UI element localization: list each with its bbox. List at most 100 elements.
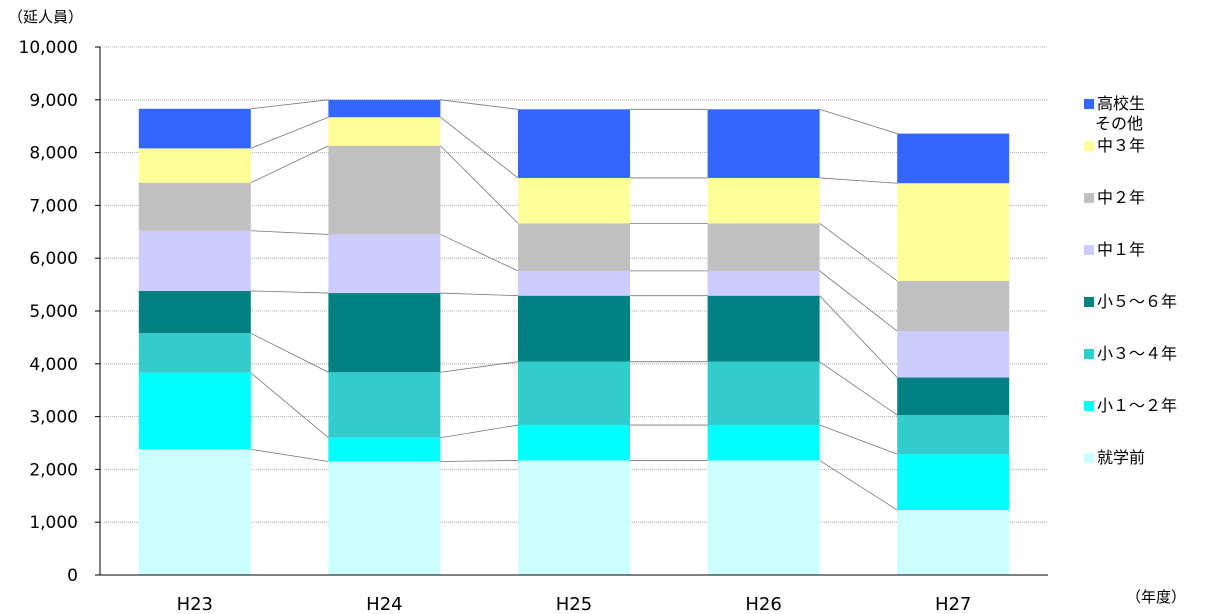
bar-segment xyxy=(328,372,441,438)
connector-line xyxy=(250,145,329,184)
connector-line xyxy=(819,223,898,282)
bar-segment xyxy=(897,454,1010,511)
y-tick-label: 10,000 xyxy=(19,38,78,58)
connector-line xyxy=(819,361,898,416)
bar-segment xyxy=(138,372,251,450)
legend-label: 小５～６年 xyxy=(1097,292,1178,311)
bar-segment xyxy=(328,117,441,146)
legend-swatch xyxy=(1084,245,1094,255)
connector-line xyxy=(250,448,329,462)
bar-segment xyxy=(897,280,1010,332)
connector-line xyxy=(819,424,898,455)
y-tick-label: 0 xyxy=(67,566,78,586)
bar-segment xyxy=(897,331,1010,378)
connector-line xyxy=(819,108,898,134)
bar-segment xyxy=(897,510,1010,575)
legend-item: 高校生 その他 xyxy=(1084,94,1145,134)
bar-segment xyxy=(518,361,630,426)
bar-segment xyxy=(138,182,251,231)
legend-swatch xyxy=(1084,453,1094,463)
connector-line xyxy=(440,145,519,224)
bar-segment xyxy=(518,109,630,178)
bar-segment xyxy=(138,230,251,291)
legend-item: 中１年 xyxy=(1084,240,1145,260)
legend-swatch xyxy=(1084,297,1094,307)
bar-segment xyxy=(518,295,630,362)
legend-item: 中２年 xyxy=(1084,188,1145,208)
bar-segment xyxy=(328,293,441,373)
connector-line xyxy=(250,332,329,373)
bar-segment xyxy=(707,460,820,575)
legend-swatch xyxy=(1084,349,1094,359)
connector-line xyxy=(440,234,519,272)
bar-segment xyxy=(897,183,1010,281)
y-tick-label: 3,000 xyxy=(29,408,78,428)
bar-segment xyxy=(138,290,251,334)
x-tick-label: H27 xyxy=(935,594,971,614)
connector-line xyxy=(250,99,329,110)
x-tick-labels: H23 H24 H25 H26 H27 xyxy=(177,594,972,614)
bar-segment xyxy=(518,460,630,575)
legend-label: 高校生 その他 xyxy=(1095,94,1146,133)
bar-segment xyxy=(707,109,820,178)
y-tick-label: 4,000 xyxy=(29,355,78,375)
bar-segment xyxy=(518,177,630,224)
legend-item: 小１～２年 xyxy=(1084,396,1177,416)
connector-line xyxy=(819,177,898,184)
bar-segment xyxy=(138,333,251,373)
bar-segment xyxy=(518,223,630,271)
x-tick-label: H23 xyxy=(177,594,213,614)
connector-line xyxy=(440,99,519,110)
y-tick-label: 2,000 xyxy=(29,460,78,480)
bar-segment xyxy=(897,133,1010,184)
x-tick-label: H25 xyxy=(556,594,592,614)
y-tick-label: 6,000 xyxy=(29,249,78,269)
connector-line xyxy=(250,290,329,294)
bar-segment xyxy=(518,425,630,461)
axes xyxy=(95,46,1048,576)
bar-segment xyxy=(518,270,630,296)
legend-swatch xyxy=(1084,99,1094,109)
y-axis-unit-label: （延人員） xyxy=(8,8,84,26)
bar-segment xyxy=(138,148,251,183)
bar-segments xyxy=(138,99,1010,575)
connector-line xyxy=(250,230,329,235)
y-tick-label: 9,000 xyxy=(29,91,78,111)
connector-line xyxy=(819,270,898,332)
legend-item: 小５～６年 xyxy=(1084,292,1177,312)
connector-line xyxy=(440,424,519,439)
bar-segment xyxy=(707,295,820,362)
bar-segment xyxy=(328,234,441,294)
connector-line xyxy=(250,372,329,439)
legend-swatch xyxy=(1084,193,1094,203)
bar-segment xyxy=(328,461,441,575)
bar-segment xyxy=(707,361,820,426)
y-tick-label: 8,000 xyxy=(29,144,78,164)
connector-line xyxy=(440,292,519,297)
legend-label: 中１年 xyxy=(1097,240,1146,259)
connector-line xyxy=(440,460,519,462)
bar-segment xyxy=(707,425,820,461)
bar-segment xyxy=(707,223,820,271)
y-tick-label: 7,000 xyxy=(29,196,78,216)
legend-swatch xyxy=(1084,401,1094,411)
x-tick-label: H26 xyxy=(745,594,781,614)
x-tick-label: H24 xyxy=(366,594,402,614)
legend-label: 中３年 xyxy=(1097,136,1146,155)
bar-segment xyxy=(328,145,441,235)
connector-line xyxy=(250,116,329,149)
bar-segment xyxy=(897,415,1010,455)
legend-label: 小３～４年 xyxy=(1097,344,1178,363)
y-tick-labels: 0 1,000 2,000 3,000 4,000 5,000 6,000 7,000 8,00… xyxy=(19,38,78,586)
legend-label: 小１～２年 xyxy=(1097,396,1178,415)
bar-segment xyxy=(707,177,820,224)
bar-segment xyxy=(328,99,441,118)
bar-segment xyxy=(138,449,251,575)
bar-segment xyxy=(328,437,441,462)
legend-swatch xyxy=(1084,141,1094,151)
bar-segment xyxy=(897,377,1010,416)
legend-label: 中２年 xyxy=(1097,188,1146,207)
legend-item: 小３～４年 xyxy=(1084,344,1177,364)
legend-item: 中３年 xyxy=(1084,136,1145,156)
connector-line xyxy=(819,295,898,378)
